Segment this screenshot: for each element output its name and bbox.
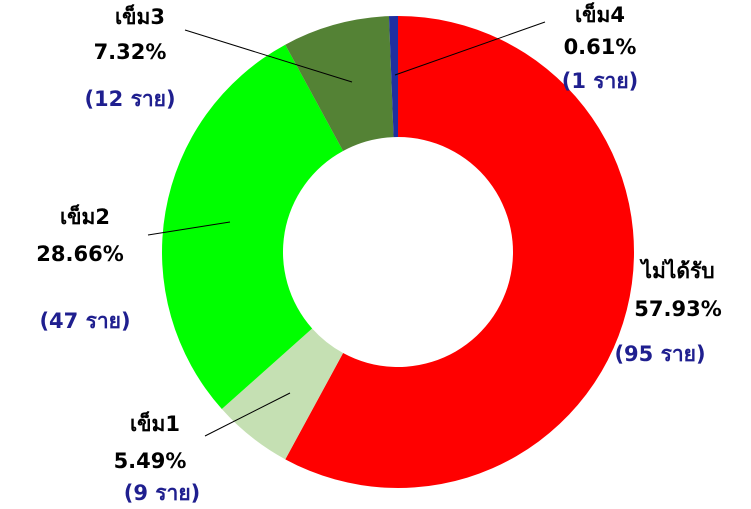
category-label: เข็ม4: [575, 1, 625, 27]
leader-line: [204, 392, 291, 437]
leader-line: [147, 221, 231, 236]
count-label: (9 ราย): [124, 481, 201, 505]
donut-slice: [162, 44, 344, 410]
count-label: (1 ราย): [562, 69, 639, 93]
count-label: (47 ราย): [39, 309, 130, 333]
donut-slice: [388, 16, 398, 138]
count-label: (12 ราย): [84, 87, 175, 111]
category-label: เข็ม2: [60, 203, 110, 229]
count-label: (95 ราย): [614, 342, 705, 366]
donut-slice: [285, 16, 394, 151]
category-label: เข็ม1: [130, 410, 180, 436]
value-label: 57.93%: [634, 297, 721, 321]
value-label: 0.61%: [564, 35, 637, 59]
value-label: 7.32%: [94, 40, 167, 64]
donut-slice: [221, 328, 344, 460]
leader-line: [184, 29, 353, 83]
value-label: 28.66%: [36, 242, 123, 266]
leader-line: [394, 21, 546, 76]
value-label: 5.49%: [114, 449, 187, 473]
category-label: ไม่ได้รับ: [639, 258, 714, 283]
donut-slice: [285, 16, 634, 488]
category-label: เข็ม3: [115, 3, 165, 29]
